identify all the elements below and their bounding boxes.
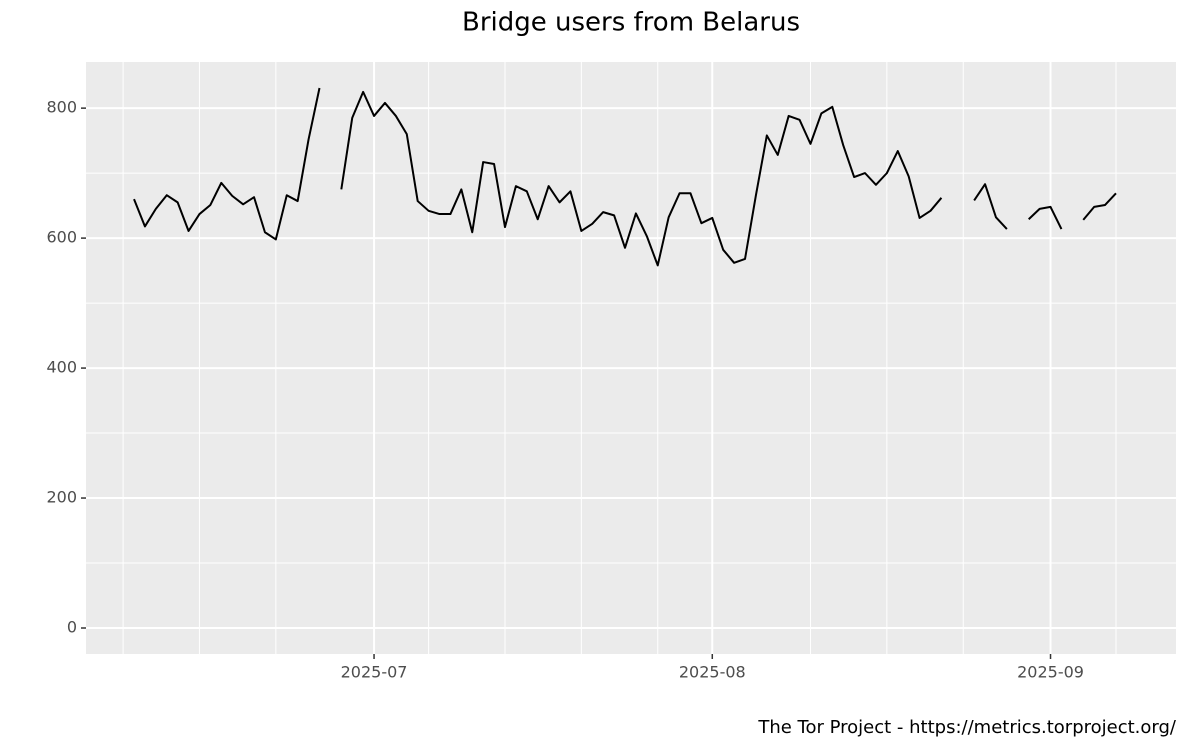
- line: [133, 87, 1117, 267]
- y-tick-label: 200: [46, 488, 77, 507]
- y-tick-label: 800: [46, 98, 77, 117]
- panel: [86, 62, 1176, 654]
- x-tick-label: 2025-09: [1017, 663, 1084, 682]
- grid: [86, 62, 1176, 654]
- x-tick-label: 2025-08: [679, 663, 746, 682]
- chart-title: Bridge users from Belarus: [462, 8, 800, 38]
- y-tick-label: 0: [67, 618, 77, 637]
- x-tick-label: 2025-07: [341, 663, 408, 682]
- y-tick-label: 600: [46, 228, 77, 247]
- y-tick-label: 400: [46, 358, 77, 377]
- caption: The Tor Project - https://metrics.torpro…: [757, 717, 1177, 738]
- plot-area: [133, 87, 1117, 267]
